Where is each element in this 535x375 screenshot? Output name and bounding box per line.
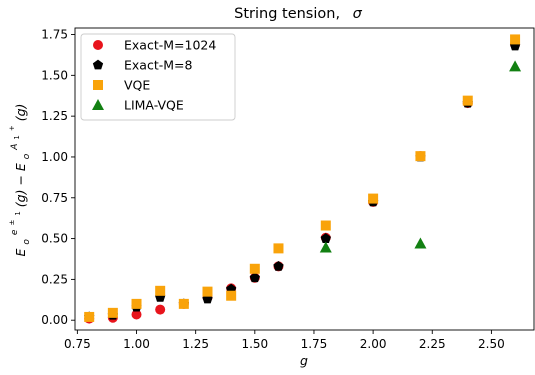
legend-marker [93, 40, 103, 50]
data-point [226, 290, 237, 301]
chart-title-text: String tension, [234, 6, 340, 22]
legend-label: VQE [124, 78, 150, 93]
data-point [415, 151, 426, 162]
data-point [107, 307, 118, 318]
y-tick-label: 0.75 [41, 191, 68, 205]
legend-label: Exact-M=8 [124, 58, 192, 73]
plot-frame [74, 27, 535, 331]
data-point [273, 243, 284, 254]
y-tick-label: 1.75 [41, 28, 68, 42]
data-markers [84, 34, 522, 324]
data-point [131, 309, 142, 320]
x-tick-label: 2.00 [360, 337, 387, 351]
data-point [155, 285, 166, 296]
data-point [368, 193, 379, 204]
data-point [249, 263, 260, 274]
svg-text:String tension, σ: String tension, σ [234, 6, 363, 22]
y-tick-label: 0.50 [41, 232, 68, 246]
legend: Exact-M=1024 Exact-M=8 VQE LIMA-VQE [80, 33, 236, 121]
data-point [131, 298, 142, 309]
y-label-sup-sub-1: 1 [14, 211, 22, 215]
data-point [84, 311, 95, 322]
legend-box [80, 33, 236, 121]
chart-title-symbol: σ [353, 6, 363, 22]
data-point [319, 241, 332, 253]
y-label-sub-o2: o [22, 153, 32, 159]
x-tick-label: 2.25 [419, 337, 446, 351]
data-point [509, 60, 522, 72]
y-label-sup-A: A [10, 144, 20, 151]
legend-label: Exact-M=1024 [124, 38, 216, 53]
legend-label: LIMA-VQE [124, 98, 184, 113]
y-label-sup-A-sub: 1 [13, 135, 21, 139]
data-point [414, 237, 427, 249]
data-point [178, 298, 189, 309]
legend-marker [92, 99, 104, 110]
y-tick-label: 0.25 [41, 272, 68, 286]
x-tick-label: 1.25 [182, 337, 209, 351]
legend-marker [93, 80, 103, 90]
series-lima-vqe [319, 60, 522, 253]
legend-items: Exact-M=1024 Exact-M=8 VQE LIMA-VQE [92, 38, 216, 113]
x-tick-label: 2.50 [478, 337, 505, 351]
x-axis-ticks: 0.75 1.00 1.25 1.50 1.75 2.00 2.25 2.50 [64, 330, 505, 351]
data-point [202, 286, 213, 297]
y-tick-label: 1.25 [41, 109, 68, 123]
x-tick-label: 0.75 [64, 337, 91, 351]
svg-text:E o e ±: E o e ± 1 (g) − E o A 1 + (g) [2, 104, 32, 257]
data-point [510, 34, 521, 45]
legend-marker [92, 59, 104, 70]
data-point [320, 233, 331, 243]
x-tick-label: 1.00 [123, 337, 150, 351]
y-label-sup-plus: + [8, 125, 16, 131]
data-point [273, 260, 284, 271]
y-label-end: (g) [13, 104, 28, 122]
series-vqe [84, 34, 521, 322]
data-point [155, 304, 166, 315]
y-tick-label: 0.00 [41, 313, 68, 327]
data-point [462, 95, 473, 106]
data-point [249, 272, 260, 283]
x-tick-label: 1.50 [241, 337, 268, 351]
y-label-mid: (g) − E [13, 163, 28, 207]
y-label-sup-pm: ± [8, 220, 16, 226]
y-axis-label: E o e ± 1 (g) − E o A 1 + (g) [2, 104, 32, 257]
y-label-sub-o1: o [22, 239, 32, 245]
y-axis-ticks: 0.00 0.25 0.50 0.75 1.00 1.25 1.50 1.75 [41, 28, 75, 327]
data-point [320, 220, 331, 231]
chart-title: String tension, σ [234, 6, 363, 22]
x-axis-label: g [300, 353, 308, 368]
x-tick-label: 1.75 [301, 337, 328, 351]
y-tick-label: 1.50 [41, 68, 68, 82]
y-tick-label: 1.00 [41, 150, 68, 164]
y-label-sup-e: e [10, 229, 20, 235]
y-label-E1: E [13, 248, 28, 256]
